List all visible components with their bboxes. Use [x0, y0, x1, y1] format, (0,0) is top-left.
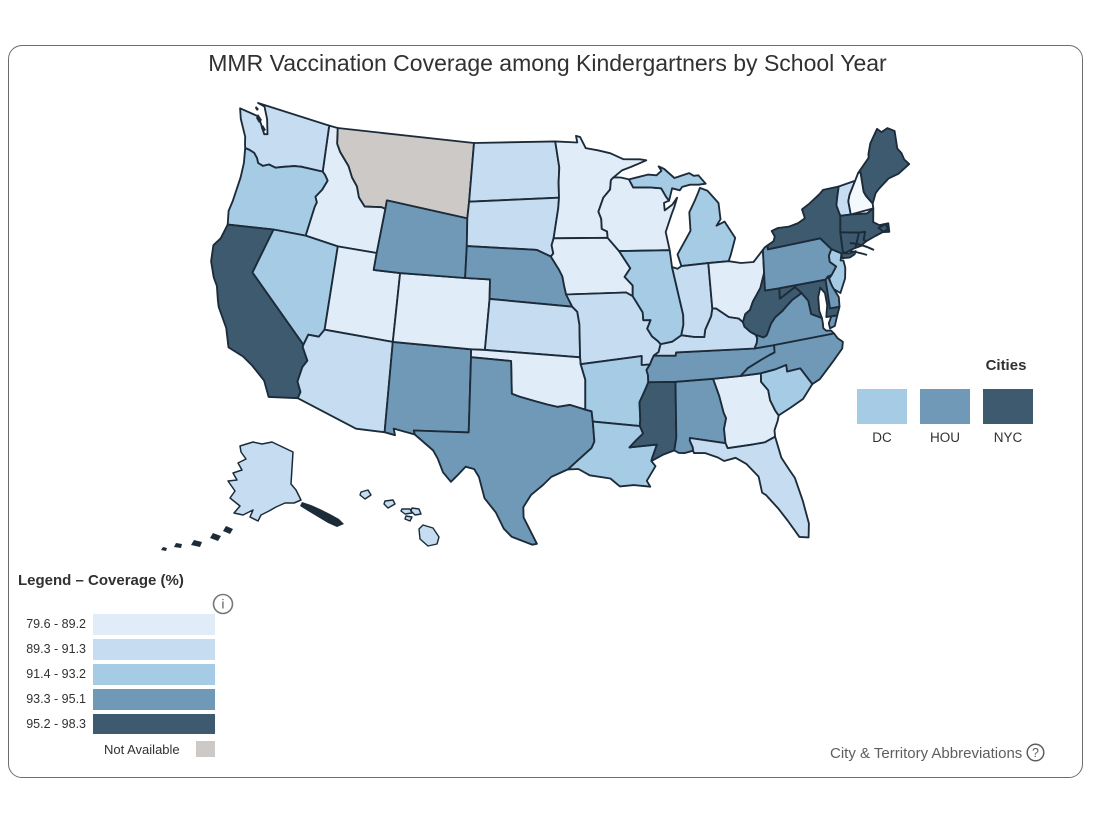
svg-text:i: i: [222, 597, 225, 612]
svg-text:?: ?: [1032, 746, 1039, 760]
